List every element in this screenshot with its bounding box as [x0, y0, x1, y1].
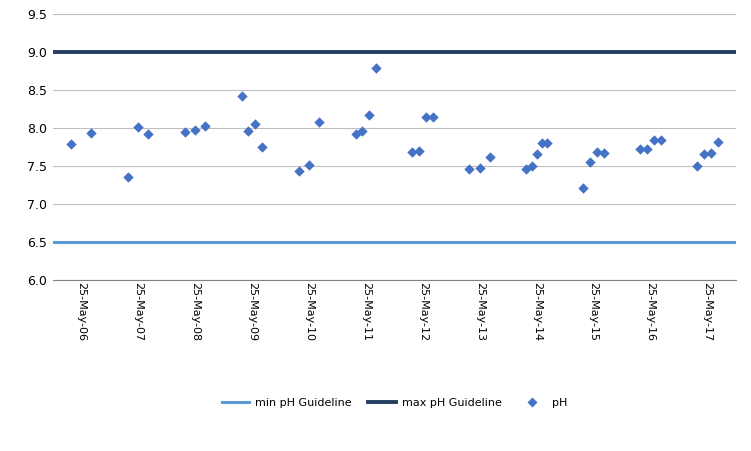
Point [86, 129, 98, 137]
Point [635, 145, 647, 152]
Point [420, 113, 432, 120]
Point [413, 147, 425, 155]
Point [531, 151, 543, 158]
Point [655, 136, 667, 143]
Point [463, 166, 475, 173]
Point [256, 143, 268, 150]
Point [199, 122, 211, 129]
Point [705, 149, 717, 156]
Point [293, 167, 305, 175]
Point [179, 129, 191, 136]
Point [584, 158, 596, 166]
Legend: min pH Guideline, max pH Guideline, pH: min pH Guideline, max pH Guideline, pH [217, 394, 572, 412]
Point [349, 131, 361, 138]
Point [520, 166, 532, 173]
Point [698, 151, 710, 158]
Point [427, 113, 439, 120]
Point [357, 128, 369, 135]
Point [598, 149, 610, 156]
Point [591, 148, 603, 156]
Point [370, 64, 382, 71]
Point [189, 126, 201, 133]
Point [249, 120, 261, 127]
Point [541, 139, 553, 147]
Point [535, 139, 547, 147]
Point [142, 130, 154, 137]
Point [122, 173, 134, 180]
Point [691, 162, 703, 169]
Point [474, 164, 486, 171]
Point [132, 123, 144, 130]
Point [313, 119, 325, 126]
Point [712, 138, 724, 146]
Point [641, 145, 653, 152]
Point [65, 141, 77, 148]
Point [363, 112, 376, 119]
Point [243, 127, 255, 134]
Point [578, 184, 590, 191]
Point [303, 161, 315, 168]
Point [406, 148, 418, 156]
Point [648, 137, 660, 144]
Point [236, 92, 248, 99]
Point [484, 154, 496, 161]
Point [526, 162, 538, 169]
